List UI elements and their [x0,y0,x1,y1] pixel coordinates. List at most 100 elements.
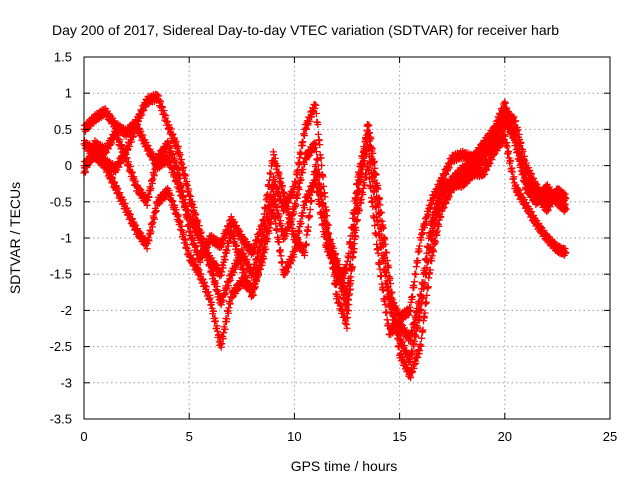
data-point [314,156,322,164]
data-point [221,256,229,264]
data-point [299,138,307,146]
data-point [416,347,424,355]
data-point [141,235,149,243]
data-point [318,161,326,169]
data-point [210,271,218,279]
data-point [372,204,380,212]
data-point [430,228,438,236]
y-tick-label: -1 [60,231,72,246]
data-point [385,264,393,272]
data-point [294,190,302,198]
data-point [343,324,351,332]
data-point [431,238,439,246]
x-tick-label: 0 [80,429,87,444]
data-point [189,217,197,225]
data-point [107,173,115,181]
data-point [212,279,219,287]
data-point [223,247,231,255]
data-point [290,210,298,218]
y-tick-labels: 1.5 1 0.5 0 -0.5 -1 -1.5 -2 -2.5 -3 -3.5 [50,50,72,427]
data-point [194,265,202,273]
data-point [292,178,300,186]
data-point [278,258,286,266]
data-point [514,126,522,134]
data-point [312,148,320,156]
data-point [218,268,226,276]
data-point [169,130,177,138]
data-point [179,163,187,171]
data-point [270,191,278,199]
data-point [136,112,144,120]
data-point [178,160,186,168]
data-point [304,152,312,160]
data-point [273,203,281,211]
data-point [428,252,436,260]
data-point [417,342,425,350]
y-tick-label: -1.5 [50,267,72,282]
data-point [418,334,426,342]
data-point [409,368,417,376]
data-point [300,132,308,140]
x-tick-labels: 0 5 10 15 20 25 [80,429,617,444]
data-point [409,348,417,356]
y-tick-label: -0.5 [50,194,72,209]
data-point [300,160,308,168]
data-point [192,260,200,268]
data-point [135,228,143,236]
x-tick-label: 25 [603,429,617,444]
data-point [174,211,182,219]
data-point [421,309,429,317]
data-point [176,151,184,159]
data-point [314,121,322,129]
data-point [100,158,108,166]
data-point [145,237,153,245]
data-point [365,121,373,129]
data-point [299,165,307,173]
data-point [149,218,157,226]
data-point [306,212,314,220]
x-tick-label: 15 [392,429,406,444]
data-point [125,209,133,217]
y-tick-label: -2 [60,303,72,318]
data-point [419,326,427,334]
data-point [410,278,418,286]
data-point [437,213,445,221]
data-point [292,201,300,209]
data-points [80,90,570,382]
data-point [116,189,124,197]
data-point [181,236,189,244]
data-point [240,266,248,274]
data-point [277,222,285,230]
data-point [111,178,119,186]
data-point [189,200,197,208]
data-point [169,197,177,205]
y-tick-label: 0.5 [54,122,72,137]
data-point [370,188,378,196]
data-point [130,220,138,228]
x-tick-label: 10 [287,429,301,444]
data-point [158,103,166,111]
y-tick-label: 1.5 [54,50,72,65]
y-axis-label: SDTVAR / TECUs [7,182,23,294]
data-point [407,374,415,382]
data-point [157,97,165,105]
data-point [150,215,158,223]
series-track-3 [80,131,570,351]
data-point [412,333,420,341]
data-point [185,185,193,193]
data-point [147,228,155,236]
data-point [249,292,257,300]
data-point [166,124,174,132]
data-point [529,174,537,182]
data-point [179,229,187,237]
data-point [128,215,136,223]
data-point [412,359,420,367]
data-point [412,270,420,278]
y-tick-label: -2.5 [50,339,72,354]
data-point [314,130,322,138]
data-point [297,176,305,184]
data-point [192,223,200,231]
data-point [312,101,320,109]
data-point [302,125,310,133]
